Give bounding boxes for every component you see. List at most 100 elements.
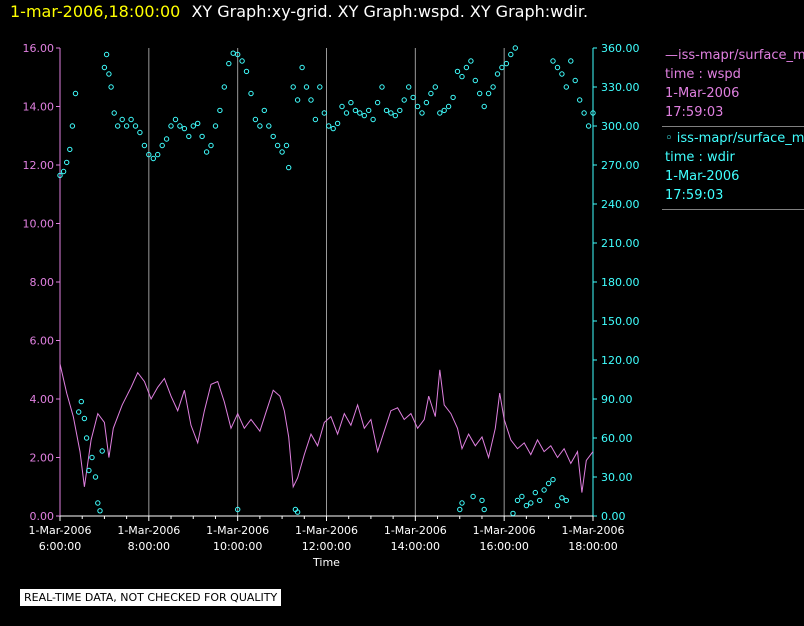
wdir-point [212,123,219,129]
wdir-point [550,476,556,483]
wdir-point [279,149,285,155]
wdir-point [559,495,565,501]
wdir-point [177,123,183,129]
wdir-point [485,90,492,97]
x-tick-time-label: 14:00:00 [391,540,440,553]
wdir-point [479,497,485,504]
wdir-point [510,510,516,517]
wspd-line [59,363,594,493]
wdir-point [57,172,63,179]
y-left-tick-label: 0.00 [30,510,55,523]
wdir-point [541,487,547,493]
wdir-point [432,84,438,90]
wdir-point [221,84,228,90]
wdir-point [190,123,197,129]
wdir-point [326,123,332,129]
wdir-point [459,500,465,506]
legend-wspd-time: 17:59:03 [665,105,724,120]
x-tick-date-label: 1-Mar-2006 [562,524,625,537]
x-tick-date-label: 1-Mar-2006 [384,524,447,537]
wdir-point [563,84,569,90]
legend-wdir-source: ◦ iss-mapr/surface_m [665,131,804,146]
wdir-point [321,110,327,116]
wdir-point [410,94,416,101]
wdir-point [111,110,117,116]
wdir-point [159,142,165,149]
wdir-point [445,103,452,110]
wdir-point [294,97,301,103]
x-tick-date-label: 1-Mar-2006 [295,524,358,537]
wdir-point [64,159,70,166]
x-tick-time-label: 12:00:00 [302,540,351,553]
wdir-point [330,125,336,132]
wdir-point [361,112,367,119]
wdir-series [57,45,596,517]
wdir-point [388,110,394,116]
wdir-point [545,480,552,487]
wdir-point [286,164,292,171]
wdir-point [339,103,345,110]
wdir-point [283,142,290,149]
wdir-point [132,123,139,129]
wdir-point [186,133,192,140]
wdir-point [239,58,245,64]
x-tick-time-label: 18:00:00 [568,540,617,553]
wdir-point [532,489,538,496]
wdir-point [294,509,301,515]
wdir-point [290,84,296,90]
wdir-point [208,142,214,149]
wdir-point [481,506,487,513]
y-left-tick-label: 6.00 [30,335,55,348]
wdir-point [150,155,157,162]
wdir-point [419,110,425,116]
wdir-point [414,103,421,110]
wdir-point [60,168,67,175]
wdir-point [563,497,569,504]
wdir-point [568,58,574,64]
wdir-point [261,107,267,114]
legend-wdir: ◦ iss-mapr/surface_m time : wdir 1-Mar-2… [662,127,804,210]
wdir-point [559,71,565,77]
wdir-point [128,116,134,123]
wdir-point [441,107,447,114]
quality-disclaimer: REAL-TIME DATA, NOT CHECKED FOR QUALITY [20,589,282,606]
wdir-point [86,467,92,474]
wdir-point [512,45,518,51]
wdir-point [163,136,170,142]
x-tick-date-label: 1-Mar-2006 [117,524,180,537]
wdir-point [537,497,543,504]
wdir-point [459,73,465,80]
wdir-point [195,120,201,127]
wdir-point [115,123,121,129]
title-timestamp: 1-mar-2006,18:00:00 [10,2,181,21]
wdir-point [83,435,90,441]
x-tick-time-label: 10:00:00 [213,540,262,553]
wdir-point [397,107,403,114]
wdir-point [69,123,76,129]
wdir-point [423,99,430,106]
x-tick-time-label: 16:00:00 [479,540,528,553]
wdir-point [146,151,152,158]
wdir-point [343,110,350,116]
y-right-tick-label: 240.00 [601,198,640,211]
x-tick-time-label: 6:00:00 [39,540,81,553]
wdir-point [299,64,305,71]
wdir-point [494,71,501,77]
wdir-point [203,149,210,155]
wdir-point [357,110,363,116]
wdir-point [477,90,483,97]
y-right-tick-label: 330.00 [601,81,640,94]
wdir-point [528,500,534,506]
x-axis-label: Time [312,556,340,569]
wdir-point [317,84,323,90]
x-tick-date-label: 1-Mar-2006 [29,524,92,537]
wdir-point [89,454,95,461]
wdir-point [437,110,443,116]
wdir-point [81,415,88,422]
wdir-point [468,58,474,64]
wdir-point [92,474,99,480]
grid-lines [59,48,594,516]
wdir-point [67,146,73,153]
wdir-point [137,129,143,136]
